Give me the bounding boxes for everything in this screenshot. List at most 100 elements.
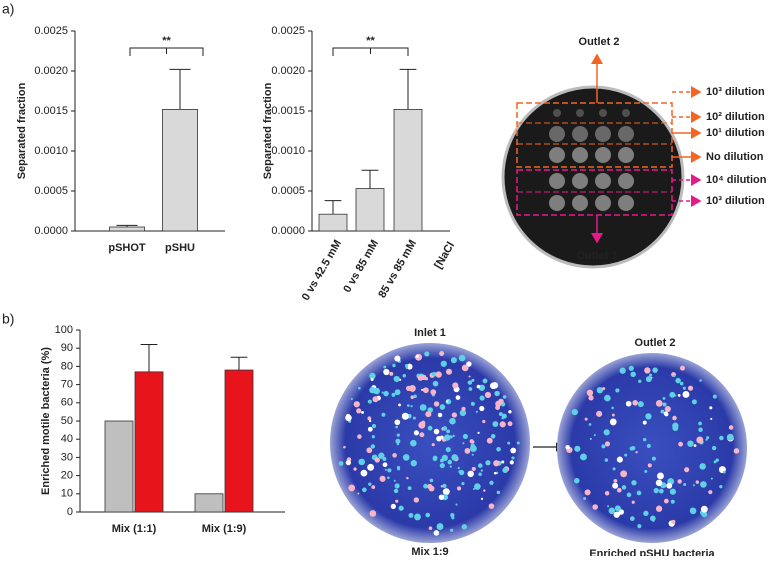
- colony: [382, 456, 387, 461]
- colony: [383, 368, 390, 376]
- y-tick-label: 80: [61, 360, 73, 372]
- y-tick-label: 100: [55, 324, 73, 336]
- agar-plate: [501, 85, 685, 269]
- colony: [712, 394, 717, 399]
- colony: [616, 487, 622, 493]
- colony: [450, 528, 454, 532]
- colony: [383, 365, 387, 369]
- colony: [680, 365, 685, 371]
- colony: [689, 507, 697, 515]
- colony: [409, 385, 416, 392]
- colony: [425, 512, 431, 518]
- colony: [425, 411, 432, 418]
- spot: [622, 109, 630, 117]
- colony: [655, 505, 663, 512]
- spot: [595, 147, 611, 163]
- colony: [642, 420, 647, 425]
- colony: [484, 391, 492, 399]
- colony: [629, 516, 635, 521]
- colony: [672, 374, 676, 378]
- colony: [565, 444, 570, 450]
- y-tick-label: 0.0025: [34, 25, 68, 37]
- colony: [457, 466, 460, 470]
- colony: [478, 384, 486, 391]
- colony: [432, 456, 438, 462]
- colony: [407, 486, 412, 491]
- bar: [355, 188, 385, 232]
- colony: [509, 460, 514, 465]
- colony: [711, 445, 717, 451]
- colony: [643, 510, 649, 517]
- colony: [392, 363, 396, 368]
- colony: [611, 413, 615, 417]
- colony: [479, 405, 485, 412]
- colony: [410, 395, 415, 399]
- y-tick-label: 0.0005: [34, 185, 68, 197]
- y-axis-label: Separated fraction: [262, 82, 274, 179]
- colony: [589, 437, 592, 441]
- colony: [366, 447, 373, 454]
- colony: [658, 488, 664, 494]
- x-tick-label: 0 vs 85 mM: [341, 238, 381, 295]
- colony: [593, 434, 596, 437]
- colony: [381, 391, 384, 394]
- colony: [596, 386, 604, 394]
- outlet-label: Outlet 1: [577, 250, 618, 262]
- colony: [446, 400, 449, 403]
- colony: [445, 368, 453, 375]
- colony: [461, 406, 466, 411]
- bar: [194, 493, 224, 513]
- colony: [374, 457, 380, 463]
- colony: [672, 415, 677, 421]
- colony: [666, 482, 673, 489]
- colony: [369, 510, 377, 517]
- colony: [378, 452, 385, 459]
- colony: [417, 375, 424, 381]
- colony: [698, 427, 703, 432]
- colony: [469, 439, 474, 444]
- colony: [603, 429, 610, 436]
- colony: [368, 482, 372, 486]
- colony: [482, 378, 488, 384]
- colony: [468, 387, 473, 391]
- y-tick-label: 60: [61, 397, 73, 409]
- y-tick-label: 0.0020: [271, 65, 305, 77]
- significance-bracket: [129, 47, 204, 56]
- colony: [476, 384, 481, 389]
- colony: [436, 523, 444, 531]
- colony: [669, 391, 676, 398]
- spot: [595, 195, 611, 211]
- colony: [710, 417, 713, 420]
- spot: [572, 173, 588, 189]
- colony: [387, 468, 392, 473]
- y-tick-label: 0.0015: [34, 105, 68, 117]
- colony: [428, 526, 433, 530]
- colony: [353, 467, 357, 471]
- colony: [691, 399, 697, 405]
- colony: [614, 505, 621, 512]
- bar: [104, 420, 134, 513]
- colony: [445, 398, 452, 405]
- x-tick-label: pSHOT: [108, 242, 146, 254]
- colony: [485, 460, 491, 466]
- colony: [395, 425, 398, 429]
- colony: [370, 377, 374, 381]
- colony: [706, 436, 710, 440]
- colony: [693, 444, 697, 447]
- colony: [508, 410, 512, 414]
- colony: [708, 490, 713, 495]
- colony: [715, 458, 719, 462]
- significance-bracket: [332, 47, 409, 56]
- colony: [410, 439, 417, 447]
- colony: [511, 456, 515, 460]
- colony: [483, 489, 486, 492]
- colony: [482, 419, 486, 424]
- colony: [669, 488, 676, 495]
- colony: [442, 483, 447, 488]
- colony: [404, 364, 409, 368]
- spot: [572, 126, 588, 142]
- spot: [572, 147, 588, 163]
- colony: [419, 404, 427, 411]
- colony: [415, 354, 419, 358]
- colony: [586, 389, 594, 397]
